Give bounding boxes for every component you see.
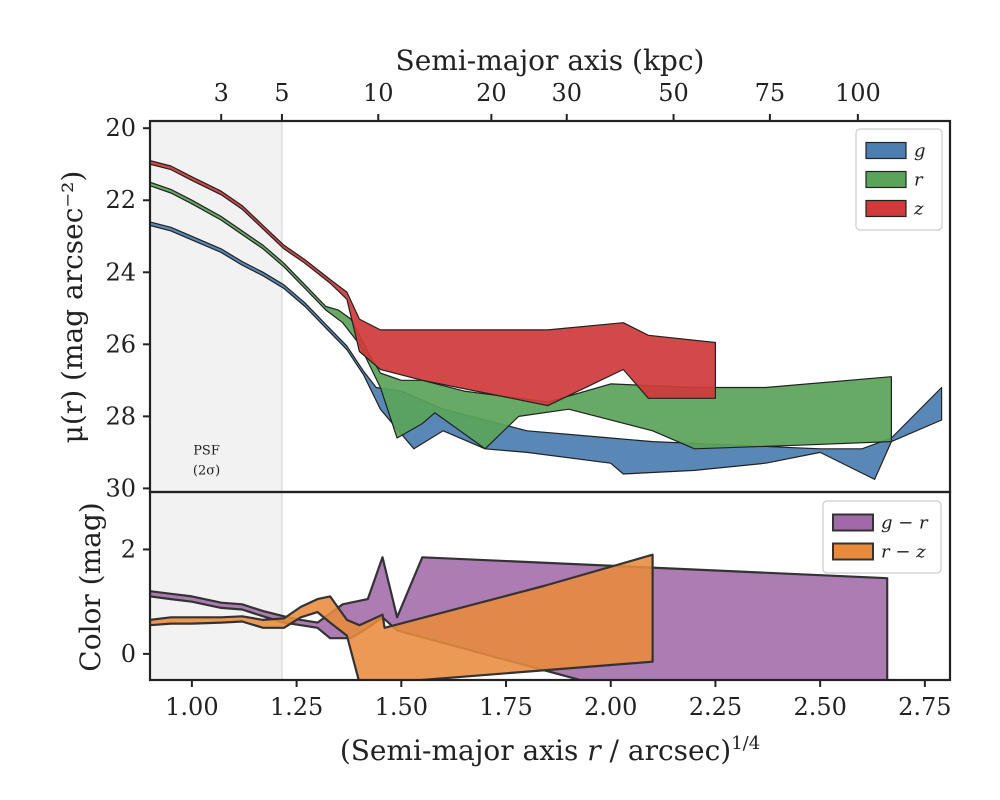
color-y-tick-label: 0 xyxy=(121,640,136,668)
legend-swatch xyxy=(865,170,907,189)
band-z xyxy=(150,160,716,407)
legend-swatch xyxy=(832,513,874,532)
legend-label: r xyxy=(914,170,924,191)
bottom-panel-frame xyxy=(148,490,952,682)
legend-swatch xyxy=(865,141,907,160)
psf-annotation-line2: (2σ) xyxy=(193,463,220,478)
y-tick-label: 26 xyxy=(105,330,136,358)
band-g xyxy=(150,221,943,480)
psf-region-top xyxy=(150,121,282,492)
bottom-y-axis-title: Color (mag) xyxy=(74,502,107,671)
top-axis-title: Semi-major axis (kpc) xyxy=(396,44,705,77)
legend-swatch xyxy=(865,199,907,218)
x-tick-label: 1.00 xyxy=(165,693,218,721)
bottom-x-axis-title: (Semi-major axis r / arcsec)1/4 xyxy=(340,733,760,767)
top-x-tick-label: 50 xyxy=(658,79,689,107)
y-tick-label: 20 xyxy=(105,114,136,142)
top-x-tick-label: 10 xyxy=(363,79,394,107)
top-x-tick-label: 100 xyxy=(835,79,881,107)
y-tick-label: 30 xyxy=(105,474,136,502)
legends: grz g − r r − z xyxy=(822,128,943,574)
legend-label: r − z xyxy=(881,542,926,563)
legend-label: g − r xyxy=(881,513,929,534)
x-tick-label: 2.25 xyxy=(689,693,742,721)
color-y-tick-label: 2 xyxy=(121,535,136,563)
top-y-axis-title: μ(r) (mag arcsec⁻²) xyxy=(56,171,89,444)
x-tick-label: 2.50 xyxy=(793,693,846,721)
top-panel-series xyxy=(150,160,943,480)
top-x-tick-label: 20 xyxy=(476,79,507,107)
top-x-tick-label: 75 xyxy=(755,79,786,107)
x-tick-label: 1.25 xyxy=(270,693,323,721)
legend-label: z xyxy=(913,199,924,220)
y-tick-label: 22 xyxy=(105,186,136,214)
top-x-tick-label: 3 xyxy=(214,79,229,107)
x-tick-label: 2.00 xyxy=(584,693,637,721)
legend-label: g xyxy=(914,141,926,162)
x-tick-label: 2.75 xyxy=(898,693,951,721)
band-r xyxy=(150,181,892,450)
top-x-tick-label: 30 xyxy=(551,79,582,107)
x-tick-label: 1.75 xyxy=(479,693,532,721)
bottom-panel-series xyxy=(150,553,889,680)
axis-ticks: 20 22 24 26 28 30 3 5 10 20 30 50 75 100 0 2 1.00 1.25 1.5… xyxy=(105,79,951,721)
band-rz xyxy=(150,553,654,680)
top-x-tick-label: 5 xyxy=(274,79,289,107)
legend-swatch xyxy=(832,542,874,561)
x-tick-label: 1.50 xyxy=(375,693,428,721)
psf-region-bottom xyxy=(150,492,282,680)
psf-annotation-line1: PSF xyxy=(193,443,220,458)
y-tick-label: 24 xyxy=(105,258,136,286)
y-tick-label: 28 xyxy=(105,402,136,430)
